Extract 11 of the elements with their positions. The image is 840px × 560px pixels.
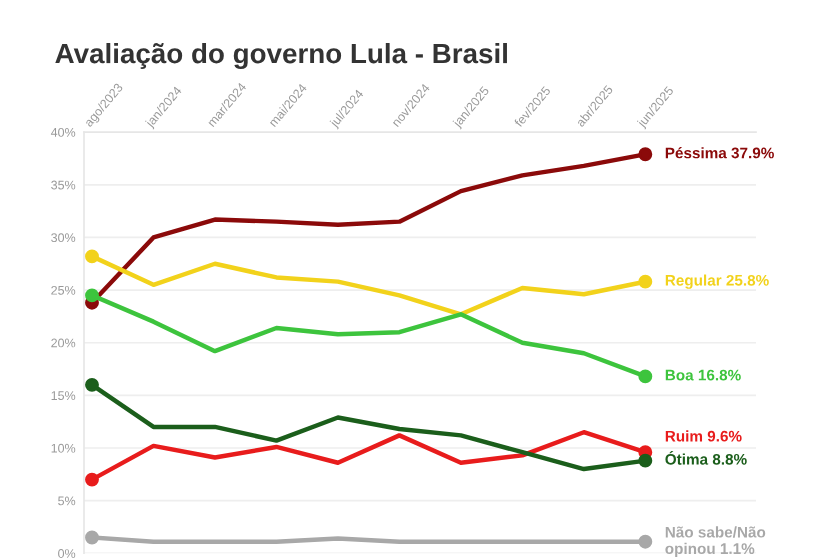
point bbox=[85, 288, 99, 303]
point bbox=[638, 274, 653, 289]
point bbox=[638, 147, 653, 162]
point bbox=[638, 534, 653, 549]
point bbox=[85, 530, 99, 545]
point bbox=[85, 377, 99, 392]
point bbox=[638, 369, 653, 384]
point bbox=[638, 453, 653, 468]
point bbox=[85, 472, 99, 487]
chart-title: Avaliação do governo Lula - Brasil bbox=[55, 42, 507, 70]
point bbox=[85, 249, 99, 264]
